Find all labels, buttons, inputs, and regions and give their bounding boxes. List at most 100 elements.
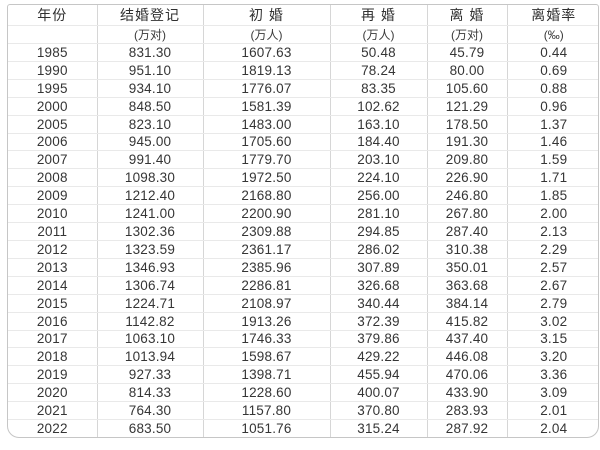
table-row: 2016 1142.82 1913.26 372.39 415.82 3.02: [8, 312, 598, 331]
value-cell: 2361.17: [203, 240, 331, 259]
table-row: 1995 934.10 1776.07 83.35 105.60 0.88: [8, 79, 598, 98]
table-row: 2020 814.33 1228.60 400.07 433.90 3.09: [8, 383, 598, 403]
value-cell: 848.50: [97, 97, 204, 116]
year-cell: 2021: [8, 401, 98, 421]
value-cell: 823.10: [97, 115, 204, 134]
value-cell: 2.01: [507, 401, 598, 421]
column-header-divorce: 离 婚: [427, 5, 508, 26]
value-cell: 1607.63: [203, 43, 331, 62]
value-cell: 945.00: [97, 133, 204, 152]
year-cell: 2017: [8, 330, 98, 349]
value-cell: 1779.70: [203, 150, 331, 170]
value-cell: 384.14: [427, 294, 508, 313]
value-cell: 256.00: [330, 186, 428, 206]
table-row: 2022 683.50 1051.76 315.24 287.92 2.04: [8, 419, 598, 437]
year-cell: 2005: [8, 115, 98, 134]
year-cell: 2019: [8, 365, 98, 385]
value-cell: 102.62: [330, 97, 428, 116]
value-cell: 1241.00: [97, 204, 204, 224]
value-cell: 379.86: [330, 330, 428, 349]
column-header-year: 年份: [8, 5, 98, 26]
unit-cell-first-marriage: (万人): [203, 25, 331, 44]
value-cell: 191.30: [427, 133, 508, 152]
value-cell: 1.46: [507, 133, 598, 152]
value-cell: 0.69: [507, 61, 598, 80]
value-cell: 286.02: [330, 240, 428, 259]
value-cell: 3.20: [507, 347, 598, 367]
value-cell: 2.13: [507, 222, 598, 241]
value-cell: 78.24: [330, 61, 428, 80]
year-cell: 2020: [8, 383, 98, 403]
value-cell: 0.96: [507, 97, 598, 116]
value-cell: 121.29: [427, 97, 508, 116]
value-cell: 2.00: [507, 204, 598, 224]
value-cell: 433.90: [427, 383, 508, 403]
value-cell: 437.40: [427, 330, 508, 349]
value-cell: 400.07: [330, 383, 428, 403]
year-cell: 1995: [8, 79, 98, 98]
year-cell: 2011: [8, 222, 98, 241]
value-cell: 281.10: [330, 204, 428, 224]
value-cell: 1972.50: [203, 168, 331, 188]
value-cell: 446.08: [427, 347, 508, 367]
year-cell: 2013: [8, 258, 98, 277]
year-cell: 2015: [8, 294, 98, 313]
value-cell: 1013.94: [97, 347, 204, 367]
value-cell: 415.82: [427, 312, 508, 331]
year-cell: 2022: [8, 419, 98, 437]
value-cell: 1224.71: [97, 294, 204, 313]
table-row: 2009 1212.40 2168.80 256.00 246.80 1.85: [8, 186, 598, 206]
table-row: 2007 991.40 1779.70 203.10 209.80 1.59: [8, 150, 598, 170]
value-cell: 1157.80: [203, 401, 331, 421]
value-cell: 203.10: [330, 150, 428, 170]
value-cell: 814.33: [97, 383, 204, 403]
table-row: 1990 951.10 1819.13 78.24 80.00 0.69: [8, 61, 598, 80]
value-cell: 287.40: [427, 222, 508, 241]
value-cell: 934.10: [97, 79, 204, 98]
value-cell: 45.79: [427, 43, 508, 62]
value-cell: 326.68: [330, 276, 428, 295]
header-row: 年份 结婚登记 初 婚 再 婚 离 婚 离婚率: [8, 5, 598, 26]
value-cell: 1.71: [507, 168, 598, 188]
value-cell: 951.10: [97, 61, 204, 80]
value-cell: 1.85: [507, 186, 598, 206]
value-cell: 163.10: [330, 115, 428, 134]
year-cell: 2000: [8, 97, 98, 116]
year-cell: 2010: [8, 204, 98, 224]
value-cell: 307.89: [330, 258, 428, 277]
value-cell: 1051.76: [203, 419, 331, 437]
value-cell: 3.15: [507, 330, 598, 349]
value-cell: 80.00: [427, 61, 508, 80]
value-cell: 2200.90: [203, 204, 331, 224]
value-cell: 2168.80: [203, 186, 331, 206]
value-cell: 50.48: [330, 43, 428, 62]
value-cell: 1819.13: [203, 61, 331, 80]
table-row: 2014 1306.74 2286.81 326.68 363.68 2.67: [8, 276, 598, 295]
year-cell: 2014: [8, 276, 98, 295]
value-cell: 2.57: [507, 258, 598, 277]
value-cell: 370.80: [330, 401, 428, 421]
value-cell: 178.50: [427, 115, 508, 134]
table-row: 2021 764.30 1157.80 370.80 283.93 2.01: [8, 401, 598, 421]
value-cell: 991.40: [97, 150, 204, 170]
value-cell: 267.80: [427, 204, 508, 224]
table-row: 2017 1063.10 1746.33 379.86 437.40 3.15: [8, 330, 598, 349]
value-cell: 1483.00: [203, 115, 331, 134]
value-cell: 1705.60: [203, 133, 331, 152]
value-cell: 315.24: [330, 419, 428, 437]
value-cell: 2.79: [507, 294, 598, 313]
value-cell: 3.02: [507, 312, 598, 331]
value-cell: 1581.39: [203, 97, 331, 116]
year-cell: 1990: [8, 61, 98, 80]
table-row: 1985 831.30 1607.63 50.48 45.79 0.44: [8, 43, 598, 62]
value-cell: 2.04: [540, 421, 568, 437]
year-cell: 2008: [8, 168, 98, 188]
value-cell: 831.30: [97, 43, 204, 62]
year-cell: 2009: [8, 186, 98, 206]
value-cell: 1228.60: [203, 383, 331, 403]
column-header-divorce-rate: 离婚率: [507, 5, 598, 26]
value-cell: 3.36: [507, 365, 598, 385]
value-cell: 209.80: [427, 150, 508, 170]
column-header-marriage-registration: 结婚登记: [97, 5, 204, 26]
